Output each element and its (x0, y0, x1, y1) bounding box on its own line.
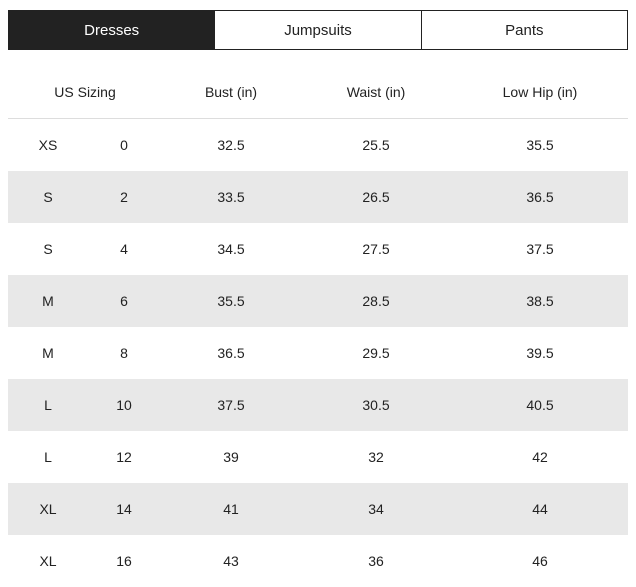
table-cell: XS (38, 137, 58, 153)
table-cell: 27.5 (362, 241, 390, 257)
table-cell: XL (39, 553, 57, 569)
table-cell: 39 (223, 449, 239, 465)
table-cell: 35.5 (217, 293, 245, 309)
table-cell: 6 (120, 293, 128, 309)
table-cell: 38.5 (526, 293, 554, 309)
header-cell: Bust (in) (204, 84, 258, 100)
table-cell: M (42, 293, 54, 309)
table-cell: L (44, 449, 52, 465)
table-cell: 26.5 (362, 189, 390, 205)
tab[interactable]: Dresses (8, 10, 216, 50)
table-cell: 29.5 (362, 345, 390, 361)
table-cell: L (44, 397, 52, 413)
table-cell: 32 (368, 449, 384, 465)
table-row: S 4 34.5 27.5 37.5 (8, 223, 628, 275)
table-cell: 14 (116, 501, 132, 517)
table-cell: 41 (223, 501, 239, 517)
table-cell: 30.5 (362, 397, 390, 413)
table-row: M 6 35.5 28.5 38.5 (8, 275, 628, 327)
tab-bar: Dresses Jumpsuits Pants (8, 10, 628, 50)
table-cell: 34 (368, 501, 384, 517)
table-cell: 28.5 (362, 293, 390, 309)
table-cell: S (43, 241, 53, 257)
table-cell: XL (39, 501, 57, 517)
table-row: XS 0 32.5 25.5 35.5 (8, 119, 628, 171)
table-cell: 43 (223, 553, 239, 569)
table-cell: M (42, 345, 54, 361)
table-cell: 36.5 (217, 345, 245, 361)
table-row: XL 14 41 34 44 (8, 483, 628, 535)
table-cell: 8 (120, 345, 128, 361)
table-cell: 37.5 (217, 397, 245, 413)
table-row: L 10 37.5 30.5 40.5 (8, 379, 628, 431)
tab[interactable]: Jumpsuits (215, 10, 422, 50)
table-cell: 33.5 (217, 189, 245, 205)
table-cell: 36.5 (526, 189, 554, 205)
table-cell: 40.5 (526, 397, 554, 413)
table-row: M 8 36.5 29.5 39.5 (8, 327, 628, 379)
table-cell: 25.5 (362, 137, 390, 153)
header-row: US Sizing Bust (in) Waist (in) Low Hip (in) (8, 66, 628, 119)
table-cell: S (43, 189, 53, 205)
table-cell: 4 (120, 241, 128, 257)
size-table: US Sizing Bust (in) Waist (in) Low Hip (in)… (8, 66, 628, 587)
table-cell: 12 (116, 449, 132, 465)
table-cell: 2 (120, 189, 128, 205)
table-cell: 39.5 (526, 345, 554, 361)
table-cell: 10 (116, 397, 132, 413)
table-cell: 42 (532, 449, 548, 465)
table-cell: 36 (368, 553, 384, 569)
header-cell: Low Hip (in) (502, 84, 578, 100)
table-cell: 0 (120, 137, 128, 153)
header-cell: Waist (in) (346, 84, 406, 100)
table-row: L 12 39 32 42 (8, 431, 628, 483)
table-cell: 37.5 (526, 241, 554, 257)
table-cell: 34.5 (217, 241, 245, 257)
table-row: XL 16 43 36 46 (8, 535, 628, 587)
table-row: S 2 33.5 26.5 36.5 (8, 171, 628, 223)
table-cell: 35.5 (526, 137, 554, 153)
tab[interactable]: Pants (421, 10, 628, 50)
table-cell: 32.5 (217, 137, 245, 153)
header-cell: US Sizing (54, 84, 116, 100)
table-cell: 16 (116, 553, 132, 569)
table-cell: 44 (532, 501, 548, 517)
table-cell: 46 (532, 553, 548, 569)
